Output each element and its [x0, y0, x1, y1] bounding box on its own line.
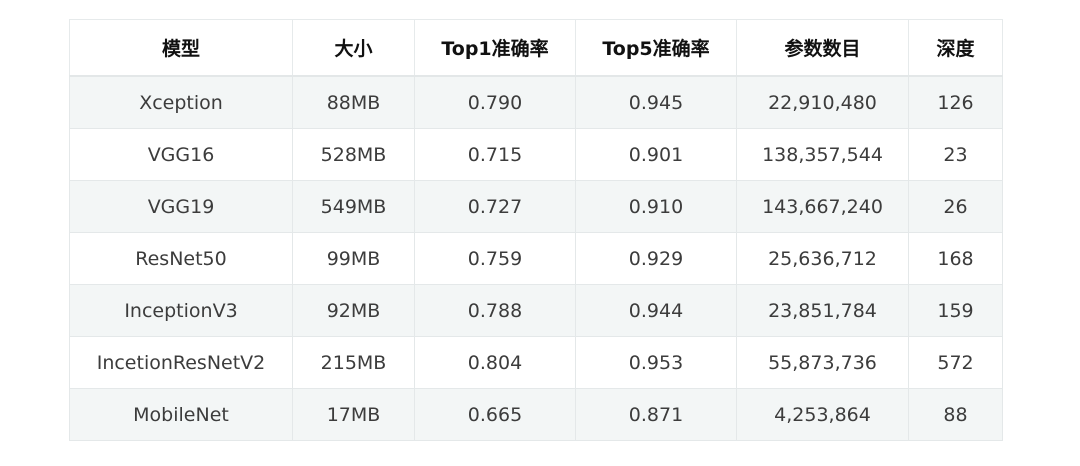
- cell-top1: 0.788: [414, 284, 576, 337]
- cell-size: 88MB: [292, 75, 415, 129]
- cell-model: VGG19: [69, 180, 293, 233]
- cell-params: 23,851,784: [736, 284, 909, 337]
- header-size: 大小: [292, 19, 415, 77]
- table-header: 模型 大小 Top1准确率 Top5准确率 参数数目 深度: [69, 19, 1003, 77]
- cell-model: VGG16: [69, 128, 293, 181]
- header-top1-accuracy: Top1准确率: [414, 19, 576, 77]
- table-row: ResNet50 99MB 0.759 0.929 25,636,712 168: [69, 232, 1003, 285]
- cell-top1: 0.790: [414, 75, 576, 129]
- header-row: 模型 大小 Top1准确率 Top5准确率 参数数目 深度: [69, 19, 1003, 77]
- cell-top5: 0.945: [575, 75, 737, 129]
- cell-top5: 0.910: [575, 180, 737, 233]
- cell-params: 4,253,864: [736, 388, 909, 441]
- cell-model: IncetionResNetV2: [69, 336, 293, 389]
- cell-model: InceptionV3: [69, 284, 293, 337]
- model-comparison-table: 模型 大小 Top1准确率 Top5准确率 参数数目 深度 Xception 8…: [69, 19, 1003, 441]
- table-row: VGG19 549MB 0.727 0.910 143,667,240 26: [69, 180, 1003, 233]
- table-row: InceptionV3 92MB 0.788 0.944 23,851,784 …: [69, 284, 1003, 337]
- cell-size: 17MB: [292, 388, 415, 441]
- cell-top5: 0.901: [575, 128, 737, 181]
- cell-top1: 0.727: [414, 180, 576, 233]
- cell-top5: 0.953: [575, 336, 737, 389]
- header-top5-accuracy: Top5准确率: [575, 19, 737, 77]
- cell-top1: 0.715: [414, 128, 576, 181]
- table-body: Xception 88MB 0.790 0.945 22,910,480 126…: [69, 75, 1003, 441]
- cell-model: MobileNet: [69, 388, 293, 441]
- cell-depth: 23: [908, 128, 1003, 181]
- cell-top1: 0.665: [414, 388, 576, 441]
- cell-top1: 0.759: [414, 232, 576, 285]
- cell-depth: 572: [908, 336, 1003, 389]
- table-row: IncetionResNetV2 215MB 0.804 0.953 55,87…: [69, 336, 1003, 389]
- table-row: VGG16 528MB 0.715 0.901 138,357,544 23: [69, 128, 1003, 181]
- cell-top5: 0.871: [575, 388, 737, 441]
- cell-model: ResNet50: [69, 232, 293, 285]
- cell-params: 55,873,736: [736, 336, 909, 389]
- table-row: Xception 88MB 0.790 0.945 22,910,480 126: [69, 75, 1003, 129]
- cell-top5: 0.929: [575, 232, 737, 285]
- cell-params: 143,667,240: [736, 180, 909, 233]
- cell-depth: 168: [908, 232, 1003, 285]
- cell-size: 549MB: [292, 180, 415, 233]
- header-depth: 深度: [908, 19, 1003, 77]
- cell-size: 215MB: [292, 336, 415, 389]
- cell-params: 138,357,544: [736, 128, 909, 181]
- cell-depth: 88: [908, 388, 1003, 441]
- cell-size: 99MB: [292, 232, 415, 285]
- cell-depth: 159: [908, 284, 1003, 337]
- cell-params: 25,636,712: [736, 232, 909, 285]
- cell-params: 22,910,480: [736, 75, 909, 129]
- header-parameter-count: 参数数目: [736, 19, 909, 77]
- cell-top5: 0.944: [575, 284, 737, 337]
- cell-depth: 26: [908, 180, 1003, 233]
- table-row: MobileNet 17MB 0.665 0.871 4,253,864 88: [69, 388, 1003, 441]
- cell-size: 528MB: [292, 128, 415, 181]
- cell-depth: 126: [908, 75, 1003, 129]
- cell-size: 92MB: [292, 284, 415, 337]
- cell-model: Xception: [69, 75, 293, 129]
- model-comparison-table-container: 模型 大小 Top1准确率 Top5准确率 参数数目 深度 Xception 8…: [69, 19, 1003, 441]
- header-model: 模型: [69, 19, 293, 77]
- cell-top1: 0.804: [414, 336, 576, 389]
